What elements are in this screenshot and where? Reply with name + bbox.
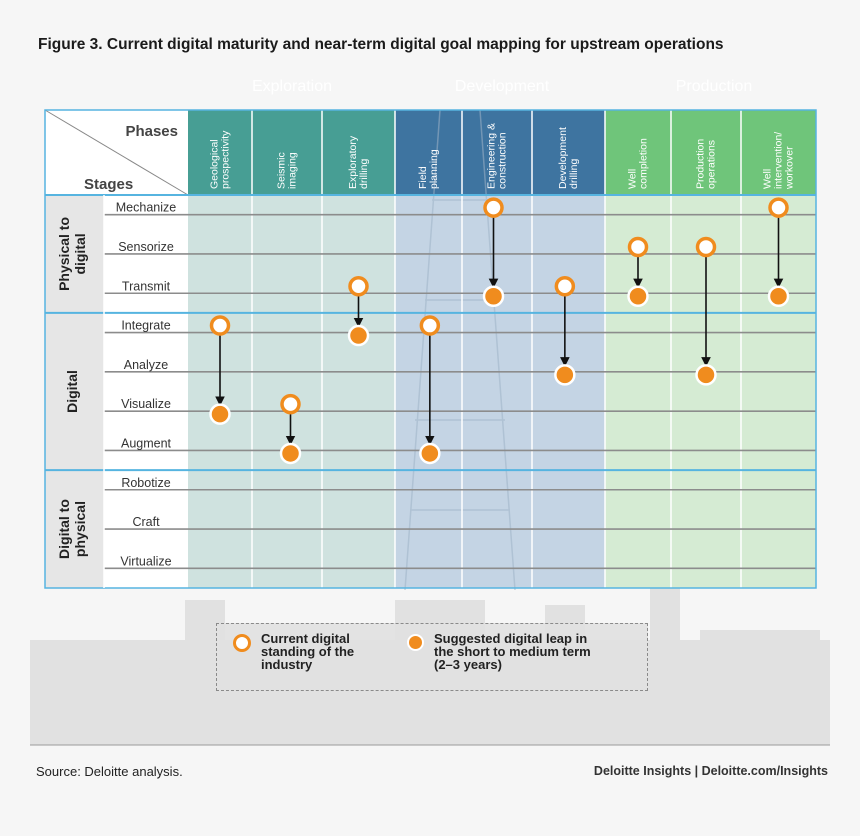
column-label-development-drilling: Development [557,127,569,189]
stage-label-robotize: Robotize [121,476,170,490]
column-label-well-intervention-workover: intervention/ [773,132,785,189]
column-label-development-drilling: drilling [568,158,580,189]
mapping-engineering-construction [482,197,505,307]
stage-label-augment: Augment [121,436,172,450]
column-header-field-planning [395,110,462,195]
legend-suggested: Suggested digital leap in the short to m… [407,632,591,671]
mapping-seismic-imaging [279,393,302,465]
column-label-geological-prospectivity: Geological [209,139,221,189]
column-header-well-completion [605,110,671,195]
column-header-engineering-construction [462,110,532,195]
stage-label-transmit: Transmit [122,279,171,293]
column-label-production-operations: Production [695,139,707,189]
mapping-production-operations [695,236,717,386]
column-header-development-drilling [532,110,605,195]
mapping-development-drilling [554,276,576,386]
stage-label-sensorize: Sensorize [118,240,174,254]
column-label-exploratory-drilling: drilling [358,158,370,189]
suggested-marker [419,442,441,465]
mapping-well-completion [627,236,649,307]
current-marker [554,276,576,297]
column-header-exploratory-drilling [322,110,395,195]
group-label-digital: Digital [64,370,80,413]
column-header-seismic-imaging [252,110,322,195]
banner-production: Production [675,77,753,95]
column-header-geological-prospectivity [188,110,252,195]
current-marker [768,197,789,218]
stages-label: Stages [84,176,133,193]
legend-current: Current digital standing of the industry [233,632,354,671]
column-label-seismic-imaging: Seismic [276,152,288,189]
column-label-well-intervention-workover: Well [762,169,774,189]
suggested-marker [482,285,505,307]
group-label-column [45,195,104,588]
stage-label-visualize: Visualize [121,397,171,411]
grid-border [44,109,817,589]
stage-label-integrate: Integrate [121,319,170,333]
column-label-field-planning: Field [417,166,429,189]
legend-suggested-label: Suggested digital leap in the short to m… [434,631,591,672]
mapping-exploratory-drilling [347,276,370,347]
stage-label-craft: Craft [132,515,160,529]
suggested-marker [767,285,790,307]
suggested-marker [627,285,649,307]
stage-label-mechanize: Mechanize [116,201,176,215]
suggested-marker [209,403,231,425]
column-header-production-operations [671,110,741,195]
group-label-physical-to-digital: digital [72,233,88,274]
mapping-geological-prospectivity [209,315,231,425]
current-marker [209,315,231,336]
group-label-digital-to-physical: physical [72,501,88,557]
mapping-well-intervention-workover [767,197,790,307]
current-marker-icon [233,634,251,652]
column-label-production-operations: operations [706,140,718,189]
stage-label-analyze: Analyze [124,358,169,372]
drilling-rig-silhouette [404,109,516,591]
column-label-well-completion: Well [627,169,639,189]
column-development-drilling [532,195,605,588]
column-label-well-intervention-workover: workover [784,146,796,190]
column-label-field-planning: planning [428,149,440,189]
brand-credit: Deloitte Insights | Deloitte.com/Insight… [593,764,828,778]
column-header-well-intervention-workover [741,110,816,195]
legend-current-label: Current digital standing of the industry [261,631,355,672]
column-label-seismic-imaging: imaging [287,152,299,189]
header-diagonal [44,109,189,196]
current-marker [280,393,301,415]
group-label-digital-to-physical: Digital to [56,499,72,559]
current-marker [348,276,369,297]
current-marker [627,236,649,258]
suggested-marker [695,364,717,386]
column-label-geological-prospectivity: prospectivity [220,130,232,189]
current-marker [483,197,504,218]
legend: Current digital standing of the industry… [216,623,648,691]
figure-title: Figure 3. Current digital maturity and n… [38,36,724,53]
column-label-engineering-construction: construction [497,132,509,189]
suggested-marker [554,364,576,386]
column-exploratory-drilling [322,195,395,588]
current-marker [695,236,717,258]
source-note: Source: Deloitte analysis. [36,764,183,779]
column-label-exploratory-drilling: Exploratory [347,135,359,189]
suggested-marker [347,324,370,347]
column-label-engineering-construction: Engineering & [486,123,498,189]
banner-development: Development [454,77,550,95]
column-engineering-construction [462,195,532,588]
current-marker [419,315,441,336]
group-label-physical-to-digital: Physical to [56,217,72,291]
phases-label: Phases [125,123,178,140]
suggested-marker-icon [407,634,424,651]
suggested-marker [279,442,302,465]
mapping-field-planning [419,315,441,465]
stage-label-virtualize: Virtualize [120,554,171,568]
column-seismic-imaging [252,195,322,588]
column-label-well-completion: completion [638,138,650,189]
banner-exploration: Exploration [251,77,333,95]
